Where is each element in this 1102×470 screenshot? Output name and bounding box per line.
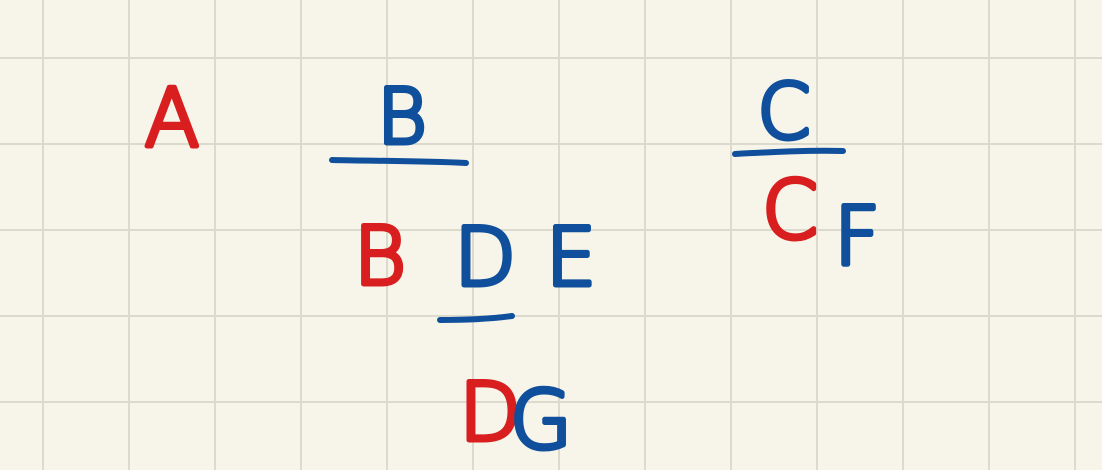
letter-d: D (454, 211, 516, 304)
letter-f: F (834, 190, 880, 283)
fraction-line-c (732, 147, 846, 157)
letter-c-bottom: C (762, 164, 818, 257)
letter-c-top: C (757, 67, 810, 156)
letter-a: A (145, 72, 200, 165)
fraction-line-d (437, 313, 515, 323)
letter-d-bottom: D (459, 366, 521, 459)
letter-g: G (510, 374, 572, 467)
letter-b-bottom: B (354, 210, 406, 303)
letter-b-top: B (377, 72, 427, 161)
fraction-line-b (329, 157, 469, 166)
letter-e: E (546, 211, 597, 304)
